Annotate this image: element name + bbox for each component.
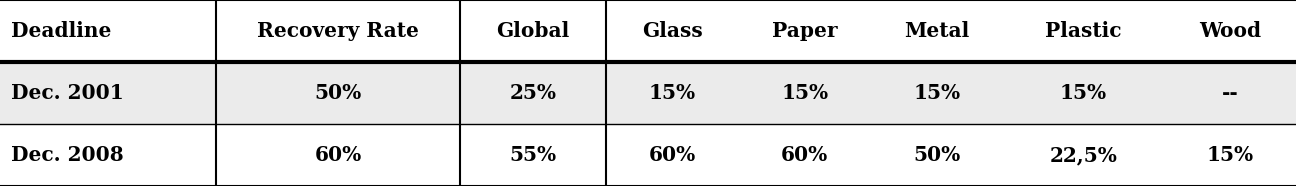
Text: 55%: 55% xyxy=(509,145,556,165)
Text: 60%: 60% xyxy=(315,145,362,165)
Text: 50%: 50% xyxy=(315,83,362,103)
Text: --: -- xyxy=(1221,83,1238,103)
Text: 22,5%: 22,5% xyxy=(1050,145,1117,165)
Text: Wood: Wood xyxy=(1199,21,1261,41)
Text: Plastic: Plastic xyxy=(1046,21,1122,41)
Text: Recovery Rate: Recovery Rate xyxy=(257,21,419,41)
Bar xyxy=(0,124,1296,186)
Text: 15%: 15% xyxy=(649,83,696,103)
Text: Global: Global xyxy=(496,21,570,41)
Text: Paper: Paper xyxy=(772,21,837,41)
Text: 15%: 15% xyxy=(914,83,960,103)
Text: 15%: 15% xyxy=(1060,83,1107,103)
Text: Glass: Glass xyxy=(642,21,702,41)
Text: Metal: Metal xyxy=(905,21,969,41)
Text: 50%: 50% xyxy=(914,145,960,165)
Text: Deadline: Deadline xyxy=(12,21,111,41)
Text: Dec. 2001: Dec. 2001 xyxy=(12,83,124,103)
Bar xyxy=(0,62,1296,124)
Text: 15%: 15% xyxy=(1207,145,1253,165)
Text: 60%: 60% xyxy=(649,145,696,165)
Text: 25%: 25% xyxy=(509,83,556,103)
Text: 60%: 60% xyxy=(781,145,828,165)
Text: Dec. 2008: Dec. 2008 xyxy=(12,145,124,165)
Text: 15%: 15% xyxy=(781,83,828,103)
Bar xyxy=(0,0,1296,62)
